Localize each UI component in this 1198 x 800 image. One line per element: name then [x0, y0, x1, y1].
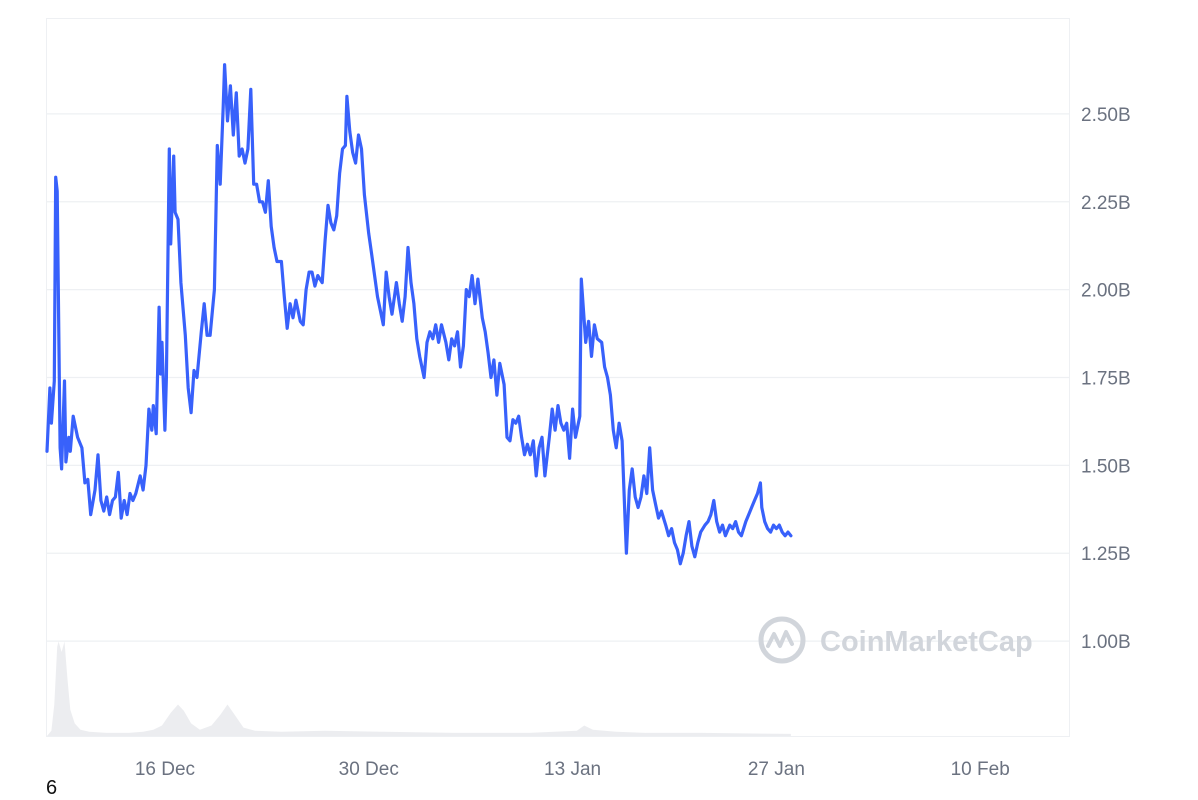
volume-area-group: [47, 641, 791, 736]
coinmarketcap-logo-icon: [758, 616, 806, 664]
watermark-text: CoinMarketCap: [820, 626, 1033, 658]
x-tick-label: 10 Feb: [951, 759, 1010, 780]
y-tick-label: 1.50B: [1081, 456, 1131, 477]
plot-border: [46, 18, 1070, 737]
y-tick-label: 1.00B: [1081, 632, 1131, 653]
y-tick-label: 2.00B: [1081, 281, 1131, 302]
y-tick-label: 2.25B: [1081, 193, 1131, 214]
y-tick-label: 1.75B: [1081, 369, 1131, 390]
x-axis-labels: 16 Dec 30 Dec 13 Jan 27 Jan 10 Feb: [135, 759, 1010, 780]
x-tick-label: 27 Jan: [748, 759, 805, 780]
stray-label: 6: [46, 777, 58, 799]
watermark: CoinMarketCap: [758, 616, 1033, 664]
series-group: [45, 63, 793, 566]
series-line: [45, 63, 793, 566]
grid-lines: [47, 113, 1069, 642]
y-tick-label: 2.50B: [1081, 105, 1131, 126]
volume-area: [47, 641, 791, 736]
x-tick-label: 13 Jan: [544, 759, 601, 780]
x-tick-label: 30 Dec: [339, 759, 399, 780]
y-axis-labels: 1.00B 1.25B 1.50B 1.75B 2.00B 2.25B 2.50B: [1081, 105, 1131, 653]
y-tick-label: 1.25B: [1081, 544, 1131, 565]
x-tick-label: 16 Dec: [135, 759, 195, 780]
coinmarketcap-logo-wave: [766, 630, 794, 648]
